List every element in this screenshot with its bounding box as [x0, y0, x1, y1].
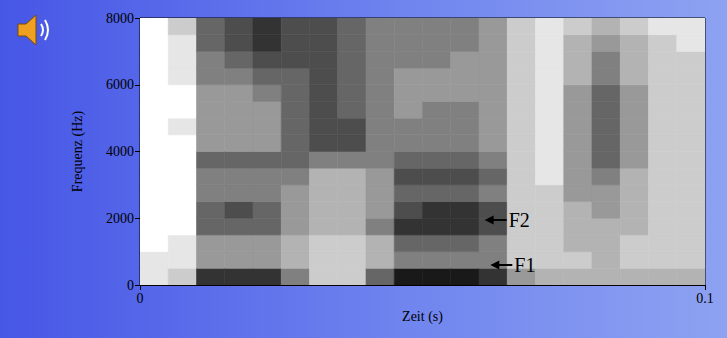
- svg-text:8000: 8000: [106, 11, 134, 26]
- svg-text:Zeit (s): Zeit (s): [402, 309, 443, 325]
- svg-text:0.1: 0.1: [696, 291, 714, 306]
- svg-text:F2: F2: [509, 209, 530, 231]
- svg-text:Frequenz (Hz): Frequenz (Hz): [70, 111, 86, 193]
- svg-text:4000: 4000: [106, 144, 134, 159]
- svg-text:F1: F1: [514, 254, 535, 276]
- svg-text:0: 0: [127, 278, 134, 293]
- svg-text:6000: 6000: [106, 77, 134, 92]
- svg-text:0: 0: [137, 291, 144, 306]
- svg-text:2000: 2000: [106, 211, 134, 226]
